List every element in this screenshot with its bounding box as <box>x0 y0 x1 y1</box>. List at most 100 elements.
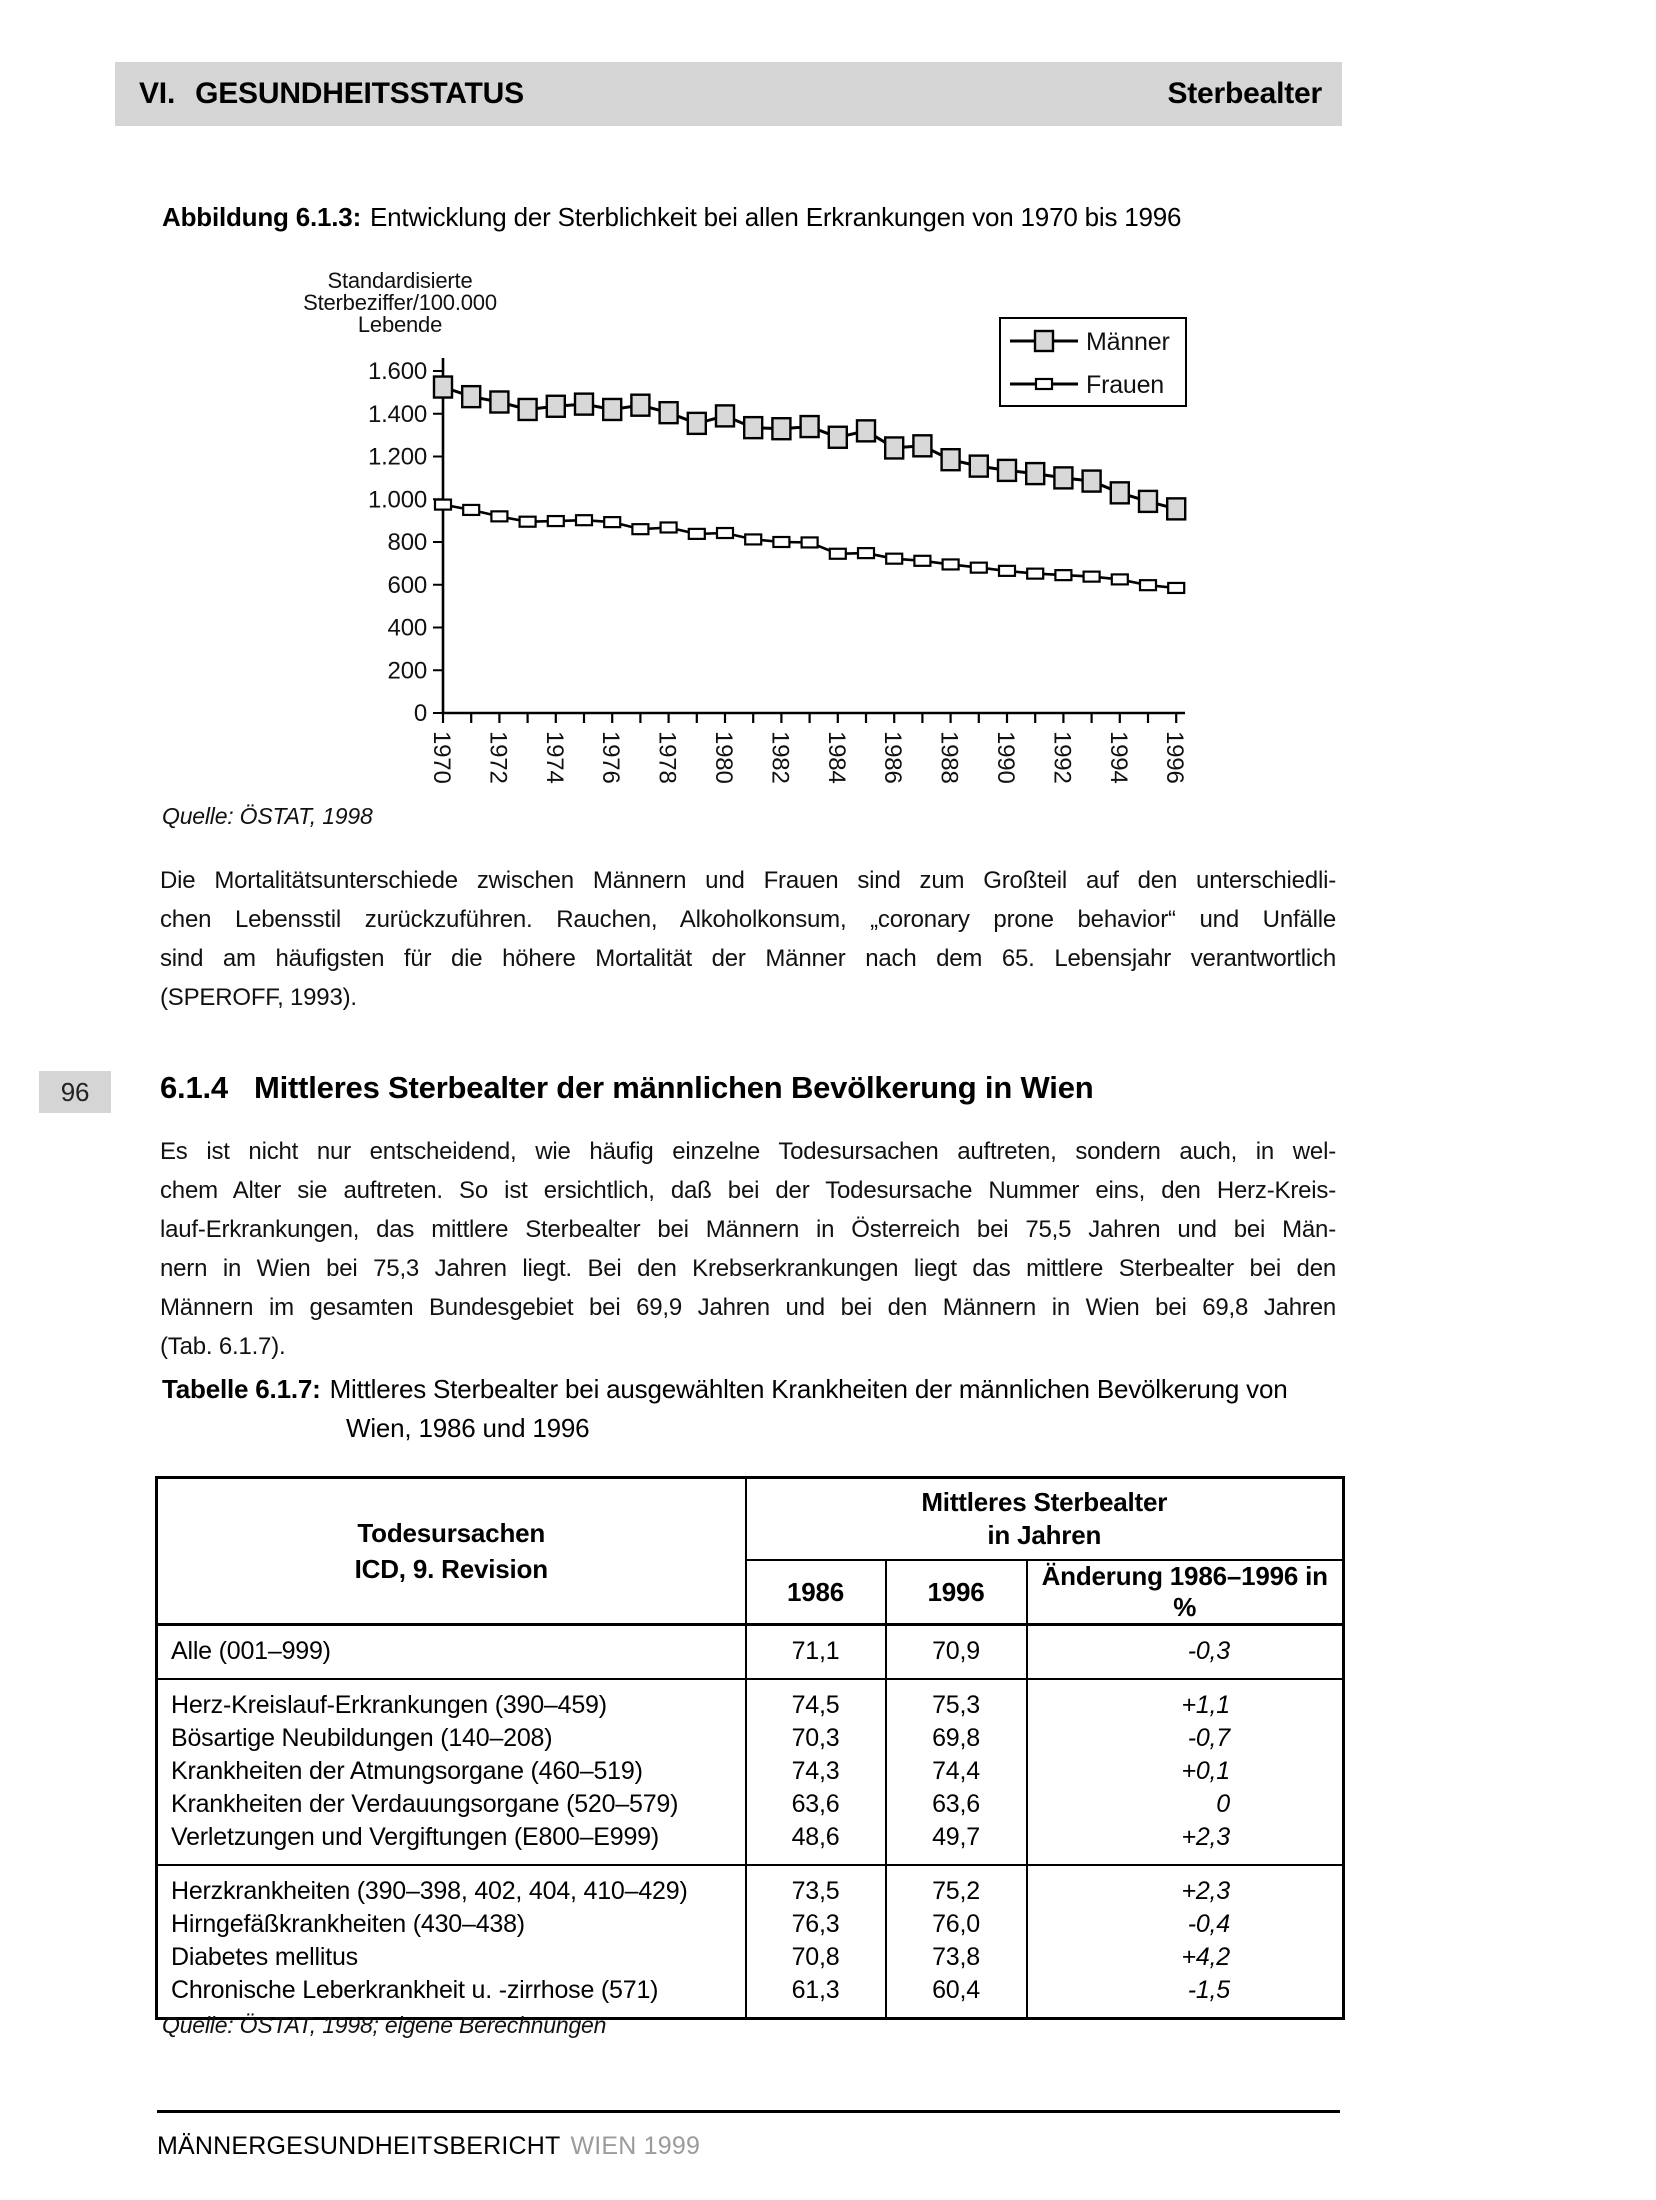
paragraph-line: chen Lebensstil zurückzuführen. Rauchen,… <box>160 906 1336 933</box>
x-tick-label: 1988 <box>936 731 963 784</box>
column-header-mean-age: Mittleres Sterbealter in Jahren <box>744 1477 1344 1561</box>
cause-cell: Verletzungen und Vergiftungen (E800–E999… <box>171 1823 660 1851</box>
marker-frauen <box>1110 573 1129 586</box>
table-row: Herz-Kreislauf-Erkrankungen (390–459) 74… <box>157 1679 1344 1722</box>
value-1996-cell: 75,2 <box>884 1865 1027 1908</box>
chapter-title: GESUNDHEITSSTATUS <box>195 77 524 110</box>
column-header-line: Todesursachen <box>357 1518 546 1548</box>
marker-maenner <box>573 392 595 416</box>
value-1996-cell: 73,8 <box>884 1941 1027 1974</box>
marker-maenner <box>602 397 623 422</box>
value-1986-cell: 71,1 <box>744 1624 886 1679</box>
legend-label: Frauen <box>1086 371 1164 399</box>
section-heading: 6.1.4 Mittleres Sterbealter der männliche… <box>160 1070 1094 1106</box>
marker-maenner <box>968 454 989 478</box>
marker-maenner <box>743 415 764 440</box>
x-tick-label: 1986 <box>879 731 906 784</box>
y-tick-label: 600 <box>388 572 427 599</box>
marker-maenner <box>996 458 1018 483</box>
x-tick-label: 1972 <box>484 731 511 784</box>
marker-frauen <box>715 526 735 540</box>
cause-cell: Bösartige Neubildungen (140–208) <box>171 1724 553 1752</box>
x-tick-label: 1990 <box>992 731 1019 784</box>
marker-frauen <box>856 547 876 560</box>
change-cell: -0,7 <box>1025 1722 1344 1755</box>
y-axis-title: Lebende <box>358 312 442 337</box>
value-1996-cell: 63,6 <box>884 1788 1027 1821</box>
table-caption-text: Mittleres Sterbealter bei ausgewählten K… <box>329 1374 1288 1404</box>
chapter-number: VI. <box>139 77 176 110</box>
section-number: 6.1.4 <box>160 1070 228 1105</box>
figure-source: Quelle: ÖSTAT, 1998 <box>162 803 373 829</box>
paragraph-line: Männern im gesamten Bundesgebiet bei 69,… <box>160 1294 1336 1321</box>
x-tick-label: 1984 <box>823 731 850 784</box>
cause-cell: Krankheiten der Atmungsorgane (460–519) <box>171 1757 643 1785</box>
value-1986-cell: 74,5 <box>744 1679 886 1722</box>
marker-frauen <box>490 510 509 523</box>
legend-marker-frauen <box>1034 377 1054 391</box>
marker-maenner <box>1025 461 1046 486</box>
marker-maenner <box>940 448 961 472</box>
marker-frauen <box>772 535 791 549</box>
marker-maenner <box>714 404 736 428</box>
value-1996-cell: 76,0 <box>884 1908 1027 1941</box>
marker-maenner <box>1081 469 1102 493</box>
marker-maenner <box>658 400 679 425</box>
y-tick-label: 0 <box>414 700 427 727</box>
marker-frauen <box>574 514 594 527</box>
table-row: Alle (001–999) 71,1 70,9 -0,3 <box>157 1624 1344 1679</box>
value-1986-cell: 61,3 <box>744 1974 886 2019</box>
table-row: Bösartige Neubildungen (140–208) 70,3 69… <box>157 1722 1344 1755</box>
cause-cell: Diabetes mellitus <box>171 1943 358 1971</box>
table-row: Verletzungen und Vergiftungen (E800–E999… <box>157 1821 1344 1865</box>
marker-frauen <box>631 523 650 536</box>
table-caption: Tabelle 6.1.7: Mittleres Sterbealter bei … <box>162 1370 1288 1448</box>
marker-maenner <box>489 390 510 414</box>
change-cell: +2,3 <box>1025 1865 1344 1908</box>
mortality-line-chart: StandardisierteSterbeziffer/100.000Leben… <box>303 268 1188 784</box>
cause-cell: Krankheiten der Verdauungsorgane (520–57… <box>171 1790 679 1818</box>
marker-frauen <box>885 552 904 565</box>
table-row: Krankheiten der Atmungsorgane (460–519) … <box>157 1755 1344 1788</box>
marker-frauen <box>744 533 763 546</box>
paragraph-line: sind am häufigsten für die höhere Mortal… <box>160 945 1336 972</box>
y-tick-label: 1.400 <box>368 401 427 428</box>
table-row: Herzkrankheiten (390–398, 402, 404, 410–… <box>157 1865 1344 1908</box>
marker-frauen <box>1026 567 1045 580</box>
marker-maenner <box>1166 497 1187 521</box>
column-header-1986: 1986 <box>744 1560 886 1626</box>
marker-frauen <box>659 521 678 534</box>
value-1986-cell: 63,6 <box>744 1788 886 1821</box>
marker-maenner <box>432 375 454 399</box>
column-header-line: ICD, 9. Revision <box>354 1554 549 1584</box>
marker-frauen <box>941 558 960 571</box>
table-row: Krankheiten der Verdauungsorgane (520–57… <box>157 1788 1344 1821</box>
figure-caption: Abbildung 6.1.3: Entwicklung der Sterblic… <box>162 202 1182 233</box>
column-header-causes: Todesursachen ICD, 9. Revision <box>156 1477 746 1626</box>
x-tick-label: 1992 <box>1048 731 1075 784</box>
x-tick-label: 1970 <box>428 731 455 784</box>
change-cell: +0,1 <box>1025 1755 1344 1788</box>
marker-frauen <box>997 564 1017 577</box>
value-1996-cell: 70,9 <box>884 1624 1027 1679</box>
marker-maenner <box>630 393 651 417</box>
marker-frauen <box>433 498 453 511</box>
marker-frauen <box>518 515 537 528</box>
table-header-row: Todesursachen ICD, 9. Revision Mittleres… <box>156 1477 1344 1626</box>
y-tick-label: 1.200 <box>368 444 427 471</box>
marker-frauen <box>462 503 481 517</box>
table-row: Diabetes mellitus 70,8 73,8 +4,2 <box>157 1941 1344 1974</box>
x-tick-label: 1974 <box>541 731 568 784</box>
change-cell: 0 <box>1025 1788 1344 1821</box>
legend-marker-maenner <box>1033 329 1055 353</box>
cause-cell: Herzkrankheiten (390–398, 402, 404, 410–… <box>171 1877 688 1905</box>
paragraph-line: lauf-Erkrankungen, das mittlere Sterbeal… <box>160 1216 1336 1243</box>
value-1996-cell: 75,3 <box>884 1679 1027 1722</box>
marker-frauen <box>969 561 988 574</box>
value-1986-cell: 73,5 <box>744 1865 886 1908</box>
table-caption-label: Tabelle 6.1.7: <box>162 1374 321 1404</box>
y-axis-title: Standardisierte <box>328 268 473 293</box>
value-1986-cell: 74,3 <box>744 1755 886 1788</box>
section-title: Mittleres Sterbealter der männlichen Bev… <box>253 1070 1094 1105</box>
column-header-change: Änderung 1986–1996 in % <box>1025 1560 1344 1626</box>
